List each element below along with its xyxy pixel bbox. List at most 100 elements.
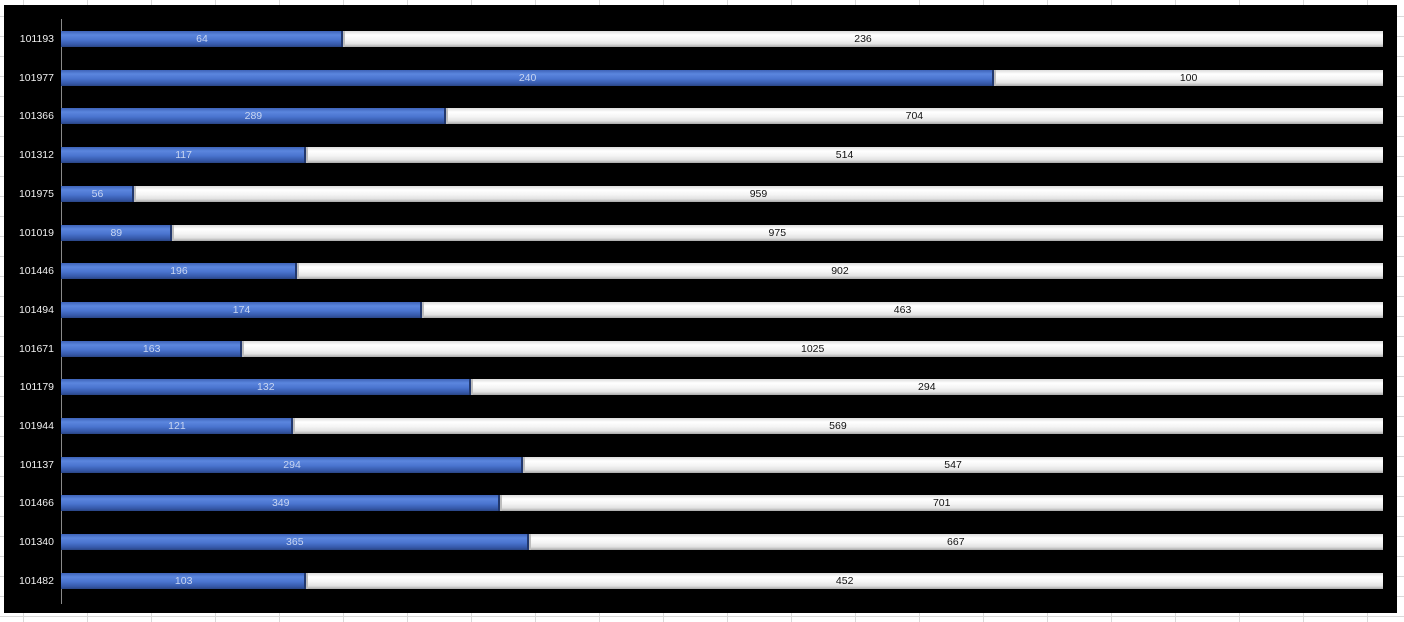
bar-segment-series-1[interactable]: 365 [61,534,529,551]
stacked-bar[interactable]: 174 463 [61,301,1383,318]
data-label: 132 [257,381,275,394]
data-label: 902 [831,265,849,278]
bar-segment-series-2[interactable]: 902 [296,263,1383,280]
stacked-bar[interactable]: 121 569 [61,418,1383,434]
bar-segment-series-1[interactable]: 117 [61,147,307,164]
bar-row: 101977 240 100 [4,69,1397,87]
bar-row: 101366 289 704 [4,108,1397,125]
bar-row: 101312 117 514 [4,147,1397,164]
bar-segment-series-1[interactable]: 240 [61,69,995,86]
bar-row: 101137 294 547 [4,456,1397,474]
data-label: 452 [835,574,854,587]
data-label: 463 [893,303,912,316]
stacked-bar[interactable]: 103 452 [61,572,1383,589]
bar-row: 101482 103 452 [4,572,1397,590]
bar-segment-series-1[interactable]: 174 [61,301,423,318]
stacked-bar[interactable]: 132 294 [61,379,1383,396]
category-label: 101944 [18,420,54,432]
data-label: 196 [170,265,188,278]
bar-segment-series-1[interactable]: 121 [61,418,293,434]
category-label: 101137 [19,458,54,471]
bar-row: 101494 174 463 [4,301,1397,319]
bar-row: 101975 56 959 [4,185,1397,203]
stacked-bar[interactable]: 117 514 [61,147,1383,164]
category-label: 101977 [18,71,54,84]
category-label: 101312 [18,149,54,162]
bar-segment-series-2[interactable]: 959 [133,185,1383,202]
data-label: 89 [110,226,123,239]
data-label: 1025 [801,342,825,355]
bar-row: 101466 349 701 [4,495,1397,512]
bar-segment-series-1[interactable]: 56 [61,185,134,202]
bar-segment-series-2[interactable]: 463 [422,301,1383,318]
bar-segment-series-2[interactable]: 1025 [242,340,1383,357]
stacked-bar[interactable]: 365 667 [61,534,1383,551]
chart-area[interactable]: 101193 64 236 101977 240 100 101366 289 704 10131… [4,5,1397,613]
bar-row: 101671 163 1025 [4,340,1397,358]
bar-row: 101944 121 569 [4,418,1397,435]
bar-segment-series-1[interactable]: 163 [61,340,243,357]
stacked-bar[interactable]: 64 236 [61,31,1383,47]
data-label: 667 [947,536,965,549]
bar-segment-series-2[interactable]: 704 [445,108,1383,125]
stacked-bar[interactable]: 196 902 [61,263,1383,280]
bar-row: 101179 132 294 [4,379,1397,396]
category-label: 101340 [18,536,54,549]
bar-segment-series-2[interactable]: 701 [500,495,1383,512]
bar-segment-series-2[interactable]: 452 [306,572,1383,589]
data-label: 294 [918,381,936,394]
category-label: 101975 [18,187,54,200]
bar-row: 101019 89 975 [4,224,1397,242]
bar-row: 101340 365 667 [4,534,1397,551]
bar-segment-series-1[interactable]: 64 [61,31,344,47]
data-label: 163 [142,342,161,355]
data-label: 174 [232,303,251,316]
data-label: 294 [283,458,301,471]
data-label: 103 [174,574,193,587]
data-label: 117 [175,149,192,162]
data-label: 514 [835,149,854,162]
data-label: 569 [829,420,847,432]
stacked-bar[interactable]: 89 975 [61,224,1383,241]
bar-segment-series-2[interactable]: 514 [306,147,1383,164]
bar-segment-series-1[interactable]: 103 [61,572,307,589]
data-label: 56 [91,187,104,200]
bar-segment-series-1[interactable]: 132 [61,379,471,396]
bar-row: 101446 196 902 [4,263,1397,280]
stacked-bar[interactable]: 56 959 [61,185,1383,202]
category-label: 101019 [18,226,54,239]
data-label: 236 [854,33,872,45]
bar-segment-series-2[interactable]: 975 [171,224,1383,241]
data-label: 365 [286,536,304,549]
data-label: 701 [932,497,951,510]
stacked-bar[interactable]: 289 704 [61,108,1383,125]
category-label: 101466 [18,497,54,510]
bar-segment-series-2[interactable]: 547 [523,456,1383,473]
stacked-bar[interactable]: 240 100 [61,69,1383,86]
bar-segment-series-1[interactable]: 294 [61,456,524,473]
category-label: 101179 [19,381,54,394]
bar-segment-series-2[interactable]: 236 [343,31,1383,47]
bar-segment-series-2[interactable]: 294 [470,379,1383,396]
stacked-bar[interactable]: 294 547 [61,456,1383,473]
data-label: 64 [196,33,208,45]
category-label: 101446 [18,265,54,278]
stacked-bar[interactable]: 349 701 [61,495,1383,512]
data-label: 704 [905,110,924,123]
bar-segment-series-2[interactable]: 100 [994,69,1383,86]
category-label: 101671 [18,342,54,355]
bar-segment-series-1[interactable]: 349 [61,495,501,512]
bar-segment-series-2[interactable]: 667 [528,534,1383,551]
data-label: 100 [1179,71,1198,84]
data-label: 547 [944,458,962,471]
bar-row: 101193 64 236 [4,31,1397,48]
data-label: 121 [168,420,186,432]
bar-segment-series-1[interactable]: 89 [61,224,172,241]
bar-segment-series-2[interactable]: 569 [292,418,1383,434]
category-label: 101482 [18,574,54,587]
bar-segment-series-1[interactable]: 196 [61,263,297,280]
category-label: 101193 [19,33,54,45]
stacked-bar[interactable]: 163 1025 [61,340,1383,357]
bar-segment-series-1[interactable]: 289 [61,108,446,125]
data-label: 975 [768,226,787,239]
